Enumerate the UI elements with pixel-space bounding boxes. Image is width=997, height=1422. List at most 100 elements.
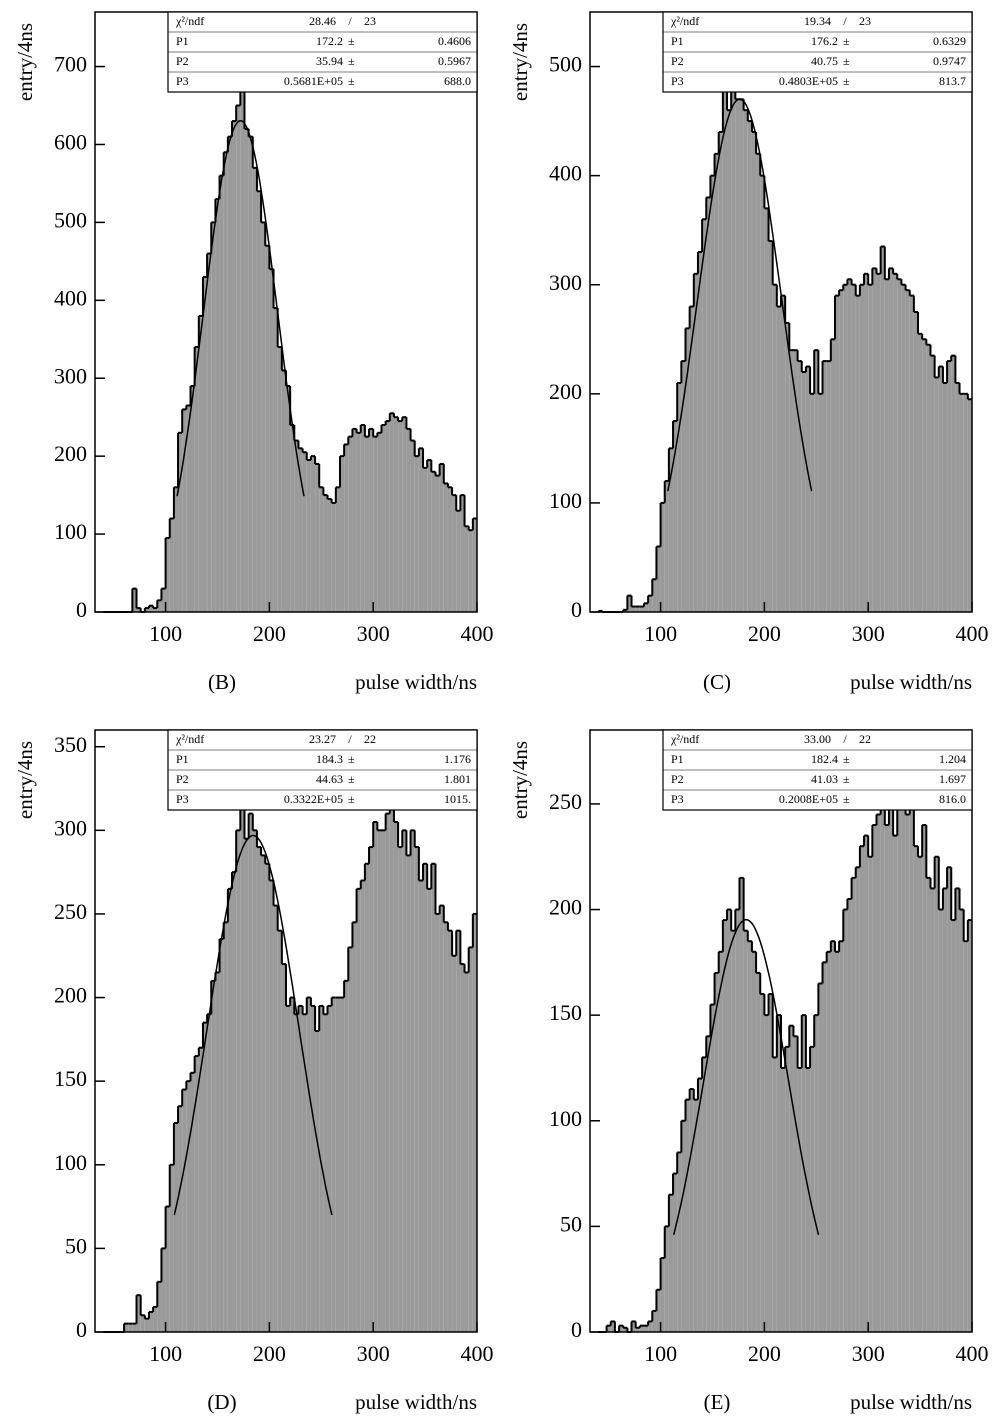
bar: [639, 1325, 644, 1332]
stats-label: P1: [671, 34, 684, 48]
bar: [947, 867, 952, 1332]
stats-error: 688.0: [444, 74, 471, 88]
stats-value: 35.94: [316, 54, 343, 68]
stats-pm: ±: [843, 792, 850, 806]
stats-value: 22: [859, 732, 871, 746]
bar: [352, 922, 357, 1332]
y-tick-label: 600: [54, 130, 87, 155]
bar: [132, 1323, 137, 1332]
bar: [677, 1152, 682, 1332]
bar: [747, 121, 752, 612]
bar: [689, 1089, 694, 1332]
bar: [731, 930, 736, 1332]
bar: [335, 997, 340, 1332]
bar: [706, 197, 711, 613]
bar: [364, 436, 370, 612]
bar: [810, 1046, 815, 1332]
bar: [797, 1067, 802, 1332]
x-tick-label: 200: [253, 621, 286, 646]
bar: [468, 947, 473, 1332]
stats-error: 1.801: [444, 772, 471, 786]
bar: [760, 175, 765, 613]
stats-value: 23.27: [309, 732, 336, 746]
bar: [643, 1325, 649, 1332]
bar: [781, 1067, 786, 1332]
bar: [389, 413, 394, 612]
bar: [868, 284, 873, 612]
x-tick-label: 100: [644, 1341, 677, 1366]
bar: [472, 913, 477, 1332]
stats-error: 0.6329: [933, 34, 966, 48]
bar: [739, 877, 744, 1332]
bar: [693, 273, 698, 612]
bar: [714, 153, 719, 612]
bar: [843, 284, 848, 612]
bar: [319, 487, 324, 612]
bar: [930, 355, 935, 612]
bar: [310, 1005, 316, 1332]
bar: [306, 997, 311, 1332]
bar: [818, 983, 823, 1332]
stats-sep: /: [348, 14, 352, 28]
panel: 0 50 100 150 200 250 100 200 300 400 entry/4ns (E) p…: [508, 729, 989, 1414]
stats-label: P3: [671, 792, 684, 806]
bar: [265, 245, 270, 612]
bar: [227, 888, 233, 1332]
bar: [132, 588, 137, 612]
bar: [136, 608, 141, 612]
bar: [418, 880, 424, 1332]
stats-value: 0.3322E+05: [284, 792, 343, 806]
stats-label: χ²/ndf: [175, 732, 204, 746]
bar: [398, 847, 403, 1332]
bar: [389, 796, 394, 1332]
fit-curve: [173, 834, 333, 1216]
y-axis-title: entry/4ns: [13, 23, 37, 101]
bar: [186, 405, 191, 612]
bar: [909, 295, 914, 612]
bar: [826, 361, 831, 612]
bar: [427, 460, 432, 612]
bar: [277, 347, 282, 612]
bar: [339, 997, 345, 1332]
stats-pm: ±: [843, 54, 850, 68]
bar: [830, 339, 835, 612]
bar: [294, 1014, 299, 1332]
stats-value: 28.46: [309, 14, 336, 28]
bar: [315, 463, 320, 612]
bar: [697, 252, 703, 612]
bar: [252, 830, 257, 1332]
bar: [619, 1325, 624, 1332]
panel-label: (C): [703, 670, 731, 694]
bar: [244, 128, 249, 612]
stats-value: 19.34: [804, 14, 831, 28]
bar: [269, 880, 274, 1332]
bar: [302, 1014, 307, 1332]
bar: [888, 803, 894, 1332]
bar: [735, 99, 740, 613]
stats-value: 184.3: [316, 752, 343, 766]
stats-label: P1: [176, 752, 189, 766]
bar: [785, 322, 790, 612]
bar: [718, 132, 723, 612]
bar: [764, 1015, 769, 1332]
bar: [452, 955, 457, 1332]
bar: [656, 1289, 661, 1332]
bar: [731, 77, 736, 613]
bar: [942, 888, 948, 1332]
y-tick-label: 500: [549, 52, 582, 77]
panel: 0 50 100 150 200 250 300 350 100 200 300 400 entry/4…: [13, 729, 494, 1414]
bar: [926, 344, 931, 612]
bar: [727, 909, 732, 1332]
fit-curve: [176, 119, 305, 497]
bar: [739, 99, 744, 613]
bar: [747, 941, 752, 1332]
stats-value: 23: [364, 14, 376, 28]
bar: [402, 417, 407, 612]
stats-error: 1.697: [939, 772, 966, 786]
bar: [839, 290, 844, 612]
bar: [377, 432, 382, 612]
stats-label: χ²/ndf: [175, 14, 204, 28]
bar: [435, 475, 440, 612]
bar: [859, 284, 865, 612]
